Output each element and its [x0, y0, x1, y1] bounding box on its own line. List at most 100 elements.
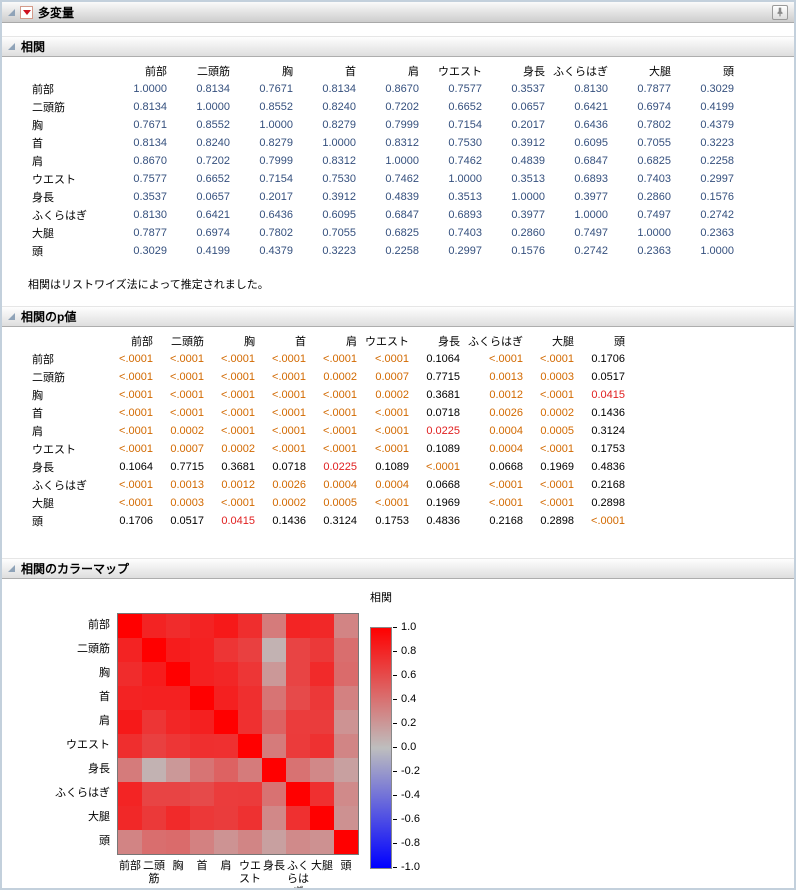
legend-tick	[393, 626, 397, 628]
heatmap-cell	[262, 758, 286, 782]
pvalue-cell: <.0001	[375, 443, 409, 455]
pvalue-cell: <.0001	[540, 389, 574, 401]
heatmap-cell	[286, 806, 310, 830]
pvalue-row: 首 <.0001 <.0001 <.0001 <.0001 <.0001 <.0001 0.0…	[28, 404, 629, 422]
correlation-row-header: 二頭筋	[32, 102, 65, 114]
pvalue-cell: 0.2168	[591, 479, 625, 491]
section-title-pvalues: 相関のp値	[21, 310, 77, 324]
heatmap-row-label: 前部	[88, 619, 110, 631]
section-header-pvalues[interactable]: 相関のp値	[2, 306, 794, 327]
correlation-cell: 0.6652	[196, 173, 230, 185]
pvalue-cell: 0.2898	[591, 497, 625, 509]
correlation-cell: 0.6095	[322, 209, 356, 221]
correlation-cell: 0.3513	[511, 173, 545, 185]
correlation-cell: 0.7999	[259, 155, 293, 167]
section-header-colormap[interactable]: 相関のカラーマップ	[2, 558, 794, 579]
heatmap-cell	[214, 710, 238, 734]
pvalue-cell: 0.3124	[323, 515, 357, 527]
heatmap-cell	[166, 758, 190, 782]
correlation-cell: 0.6825	[385, 227, 419, 239]
correlation-cell: 0.8130	[574, 83, 608, 95]
correlation-cell: 1.0000	[511, 191, 545, 203]
disclosure-triangle-icon[interactable]	[8, 43, 15, 50]
heatmap-row-label: 身長	[88, 763, 110, 775]
pvalue-column-header: 身長	[438, 336, 460, 348]
heatmap-cell	[142, 782, 166, 806]
pvalue-cell: <.0001	[272, 371, 306, 383]
correlation-cell: 0.2258	[385, 245, 419, 257]
disclosure-triangle-icon[interactable]	[8, 313, 15, 320]
correlation-row-header: 胸	[32, 120, 43, 132]
correlation-cell: 0.2997	[448, 245, 482, 257]
pvalue-cell: <.0001	[221, 371, 255, 383]
correlation-cell: 0.2363	[637, 245, 671, 257]
section-header-correlation[interactable]: 相関	[2, 36, 794, 57]
pvalue-cell: 0.0415	[221, 515, 255, 527]
correlation-table: 前部 二頭筋胸首肩ウエスト 身長 ふくらはぎ 大腿頭前部 1.0000 0.8134 0.76…	[28, 62, 738, 260]
correlation-column-header: 身長	[523, 66, 545, 78]
correlation-row-header: 前部	[32, 84, 54, 96]
pvalue-row: 胸 <.0001 <.0001 <.0001 <.0001 <.0001 0.0002 0.3…	[28, 386, 629, 404]
heatmap-cell	[118, 758, 142, 782]
correlation-cell: 0.2997	[700, 173, 734, 185]
red-triangle-menu[interactable]	[20, 5, 33, 19]
correlation-cell: 0.1576	[700, 191, 734, 203]
heatmap-column-label: 肩	[220, 860, 232, 872]
spacer	[2, 530, 794, 558]
pvalue-cell: 0.0004	[489, 425, 523, 437]
pvalue-cell: 0.3124	[591, 425, 625, 437]
pvalue-column-header: ウエスト	[365, 336, 409, 348]
pvalue-cell: <.0001	[323, 443, 357, 455]
pvalue-column-header: 大腿	[552, 336, 574, 348]
correlation-cell: 0.3537	[511, 83, 545, 95]
heatmap-cell	[214, 662, 238, 686]
pvalue-cell: 0.0415	[591, 389, 625, 401]
report-titlebar[interactable]: 多変量	[2, 2, 794, 23]
correlation-cell: 0.3223	[322, 245, 356, 257]
correlation-cell: 0.7802	[259, 227, 293, 239]
heatmap-row-label: 胸	[99, 667, 110, 679]
correlation-cell: 0.6847	[574, 155, 608, 167]
pvalue-cell: <.0001	[489, 479, 523, 491]
pin-button[interactable]	[772, 4, 788, 20]
correlation-cell: 0.8134	[133, 137, 167, 149]
pvalue-cell: 0.0225	[323, 461, 357, 473]
pvalue-cell: 0.3681	[426, 389, 460, 401]
pvalue-cell: <.0001	[272, 389, 306, 401]
legend-tick-label: -0.6	[401, 813, 420, 825]
pvalue-cell: 0.0004	[323, 479, 357, 491]
correlation-cell: 0.7999	[385, 119, 419, 131]
pvalue-cell: 0.0007	[170, 443, 204, 455]
pvalue-cell: <.0001	[272, 353, 306, 365]
heatmap-cell	[310, 830, 334, 854]
correlation-cell: 0.8134	[133, 101, 167, 113]
correlation-cell: 0.6974	[196, 227, 230, 239]
heatmap-column-label: 二頭筋	[143, 860, 165, 885]
heatmap-cell	[118, 806, 142, 830]
heatmap-cell	[262, 614, 286, 638]
pvalue-cell: 0.0002	[375, 389, 409, 401]
pvalue-cell: 0.0005	[323, 497, 357, 509]
correlation-row-header: ウエスト	[32, 174, 76, 186]
disclosure-triangle-icon[interactable]	[8, 8, 15, 16]
pvalue-cell: 0.7715	[426, 371, 460, 383]
correlation-cell: 0.6893	[574, 173, 608, 185]
heatmap-cell	[238, 806, 262, 830]
heatmap-cell	[166, 662, 190, 686]
pvalue-row-header: 二頭筋	[32, 372, 65, 384]
legend-title: 相関	[370, 592, 392, 604]
pvalue-cell: 0.0002	[323, 371, 357, 383]
pvalue-cell: 0.1753	[375, 515, 409, 527]
correlation-cell: 0.8312	[385, 137, 419, 149]
correlation-cell: 0.3223	[700, 137, 734, 149]
heatmap-cell	[214, 806, 238, 830]
correlation-cell: 0.3513	[448, 191, 482, 203]
heatmap-cell	[286, 782, 310, 806]
disclosure-triangle-icon[interactable]	[8, 565, 15, 572]
heatmap-cell	[118, 782, 142, 806]
pvalue-cell: 0.0668	[489, 461, 523, 473]
correlation-cell: 0.3912	[511, 137, 545, 149]
pvalue-corner	[28, 332, 106, 350]
heatmap-cell	[214, 782, 238, 806]
heatmap-cell	[262, 710, 286, 734]
